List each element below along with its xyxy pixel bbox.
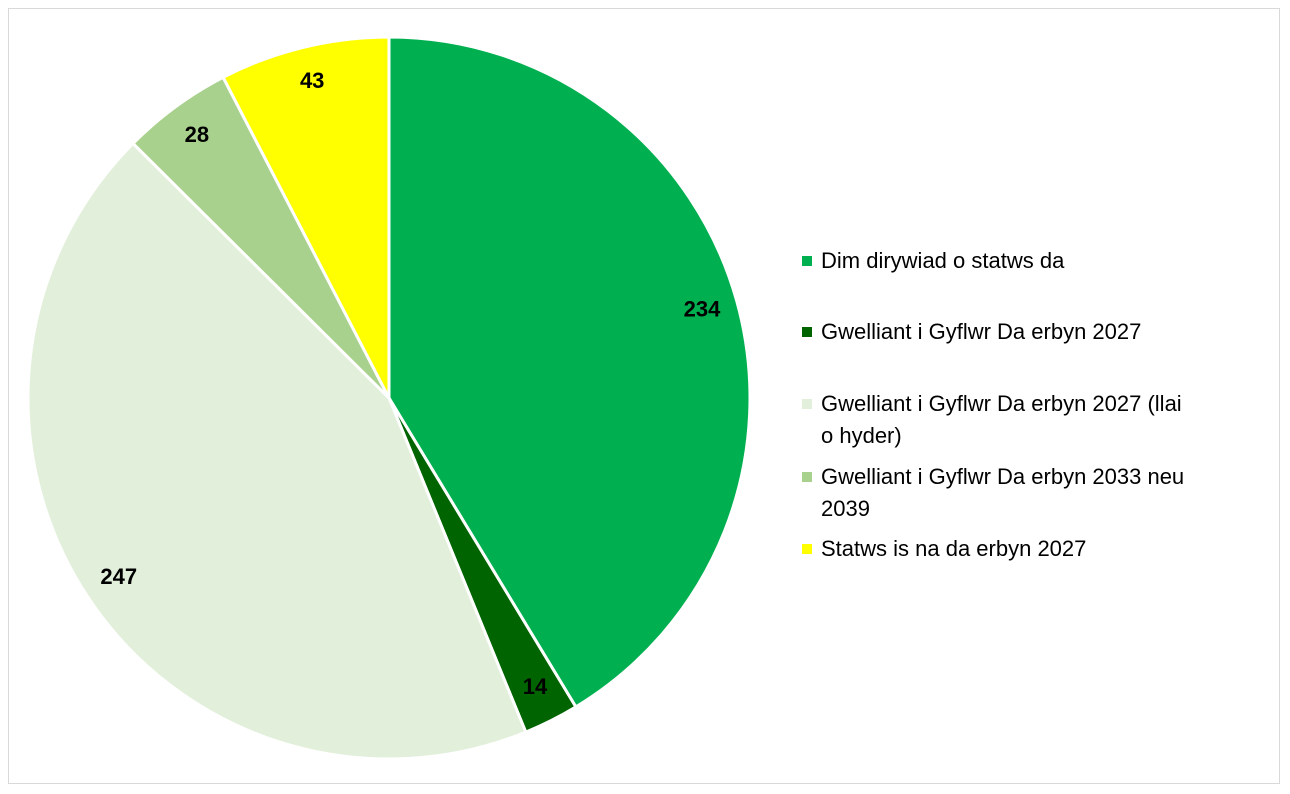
legend-item: Gwelliant i Gyflwr Da erbyn 2033 neu 203… — [802, 461, 1191, 525]
data-label: 234 — [684, 297, 721, 322]
legend-label: Gwelliant i Gyflwr Da erbyn 2027 — [821, 319, 1142, 344]
legend-label: Gwelliant i Gyflwr Da erbyn 2033 neu 203… — [821, 464, 1185, 521]
legend-item: Gwelliant i Gyflwr Da erbyn 2027 (llai o… — [802, 388, 1191, 452]
pie-slice — [26, 141, 528, 761]
data-label: 28 — [185, 122, 209, 147]
legend-swatch — [802, 472, 812, 482]
legend-swatch — [802, 399, 812, 409]
legend-label: Gwelliant i Gyflwr Da erbyn 2027 (llai o… — [821, 391, 1182, 448]
data-label: 43 — [300, 68, 324, 93]
legend-item: Gwelliant i Gyflwr Da erbyn 2027 — [802, 316, 1191, 348]
pie-slice — [221, 35, 391, 399]
legend-swatch — [802, 327, 812, 337]
legend-item: Statws is na da erbyn 2027 — [802, 533, 1191, 565]
pie-slice — [387, 35, 752, 709]
legend-item: Dim dirywiad o statws da — [802, 245, 1191, 277]
legend-swatch — [802, 256, 812, 266]
chart-frame — [8, 8, 1280, 784]
legend-swatch — [802, 544, 812, 554]
data-label: 14 — [523, 674, 548, 699]
legend-label: Statws is na da erbyn 2027 — [821, 536, 1087, 561]
data-label: 247 — [100, 564, 137, 589]
legend-label: Dim dirywiad o statws da — [821, 248, 1065, 273]
